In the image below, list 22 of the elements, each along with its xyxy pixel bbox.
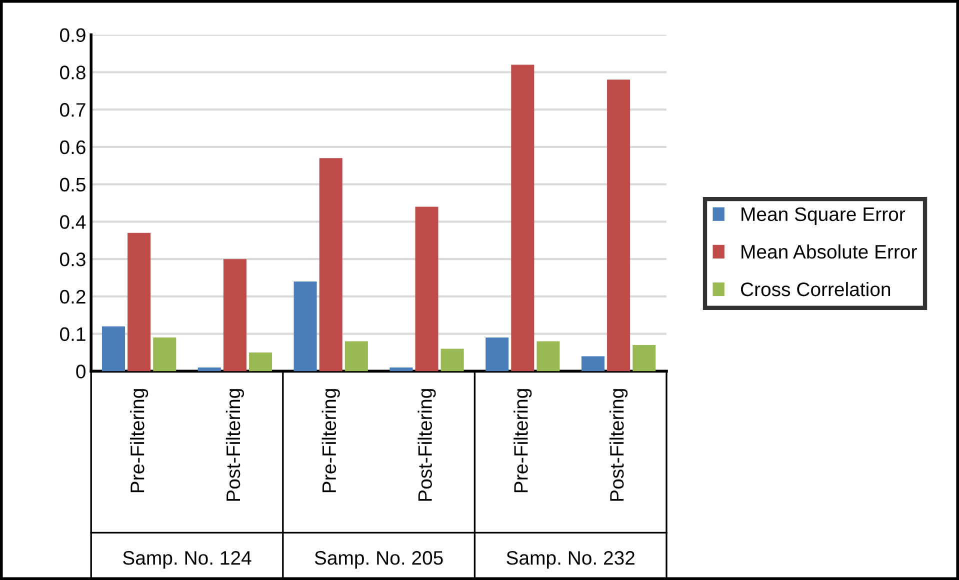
y-tick-label: 0.5 xyxy=(60,178,86,192)
x-tick-label: Pre-Filtering xyxy=(322,389,340,492)
x-tick-label: Pre-Filtering xyxy=(130,389,148,492)
legend-label: Mean Square Error xyxy=(742,207,906,225)
x-tick-label: Pre-Filtering xyxy=(514,389,532,492)
y-tick-label: 0.6 xyxy=(60,140,86,154)
y-tick-label: 0.9 xyxy=(60,28,86,42)
y-tick-label: 0.1 xyxy=(60,327,86,342)
text: Samp. No. 205 xyxy=(314,551,443,569)
legend-label: Mean Absolute Error xyxy=(742,244,917,259)
y-tick-label: 0.8 xyxy=(60,66,86,80)
x-tick-label: Post-Filtering xyxy=(418,389,436,501)
y-tick-label: 0.2 xyxy=(60,290,86,304)
y-tick-label: 0.7 xyxy=(60,103,86,117)
text: Samp. No. 124 xyxy=(123,551,252,569)
x-tick-label: Post-Filtering xyxy=(226,389,244,501)
x-tick-label: Post-Filtering xyxy=(609,389,628,501)
y-tick-label: 0.4 xyxy=(60,215,86,229)
text: Samp. No. 232 xyxy=(506,551,634,569)
y-tick-label: 0.3 xyxy=(60,252,86,266)
legend-label: Cross Correlation xyxy=(740,282,890,296)
y-tick-label: 0 xyxy=(76,364,86,378)
